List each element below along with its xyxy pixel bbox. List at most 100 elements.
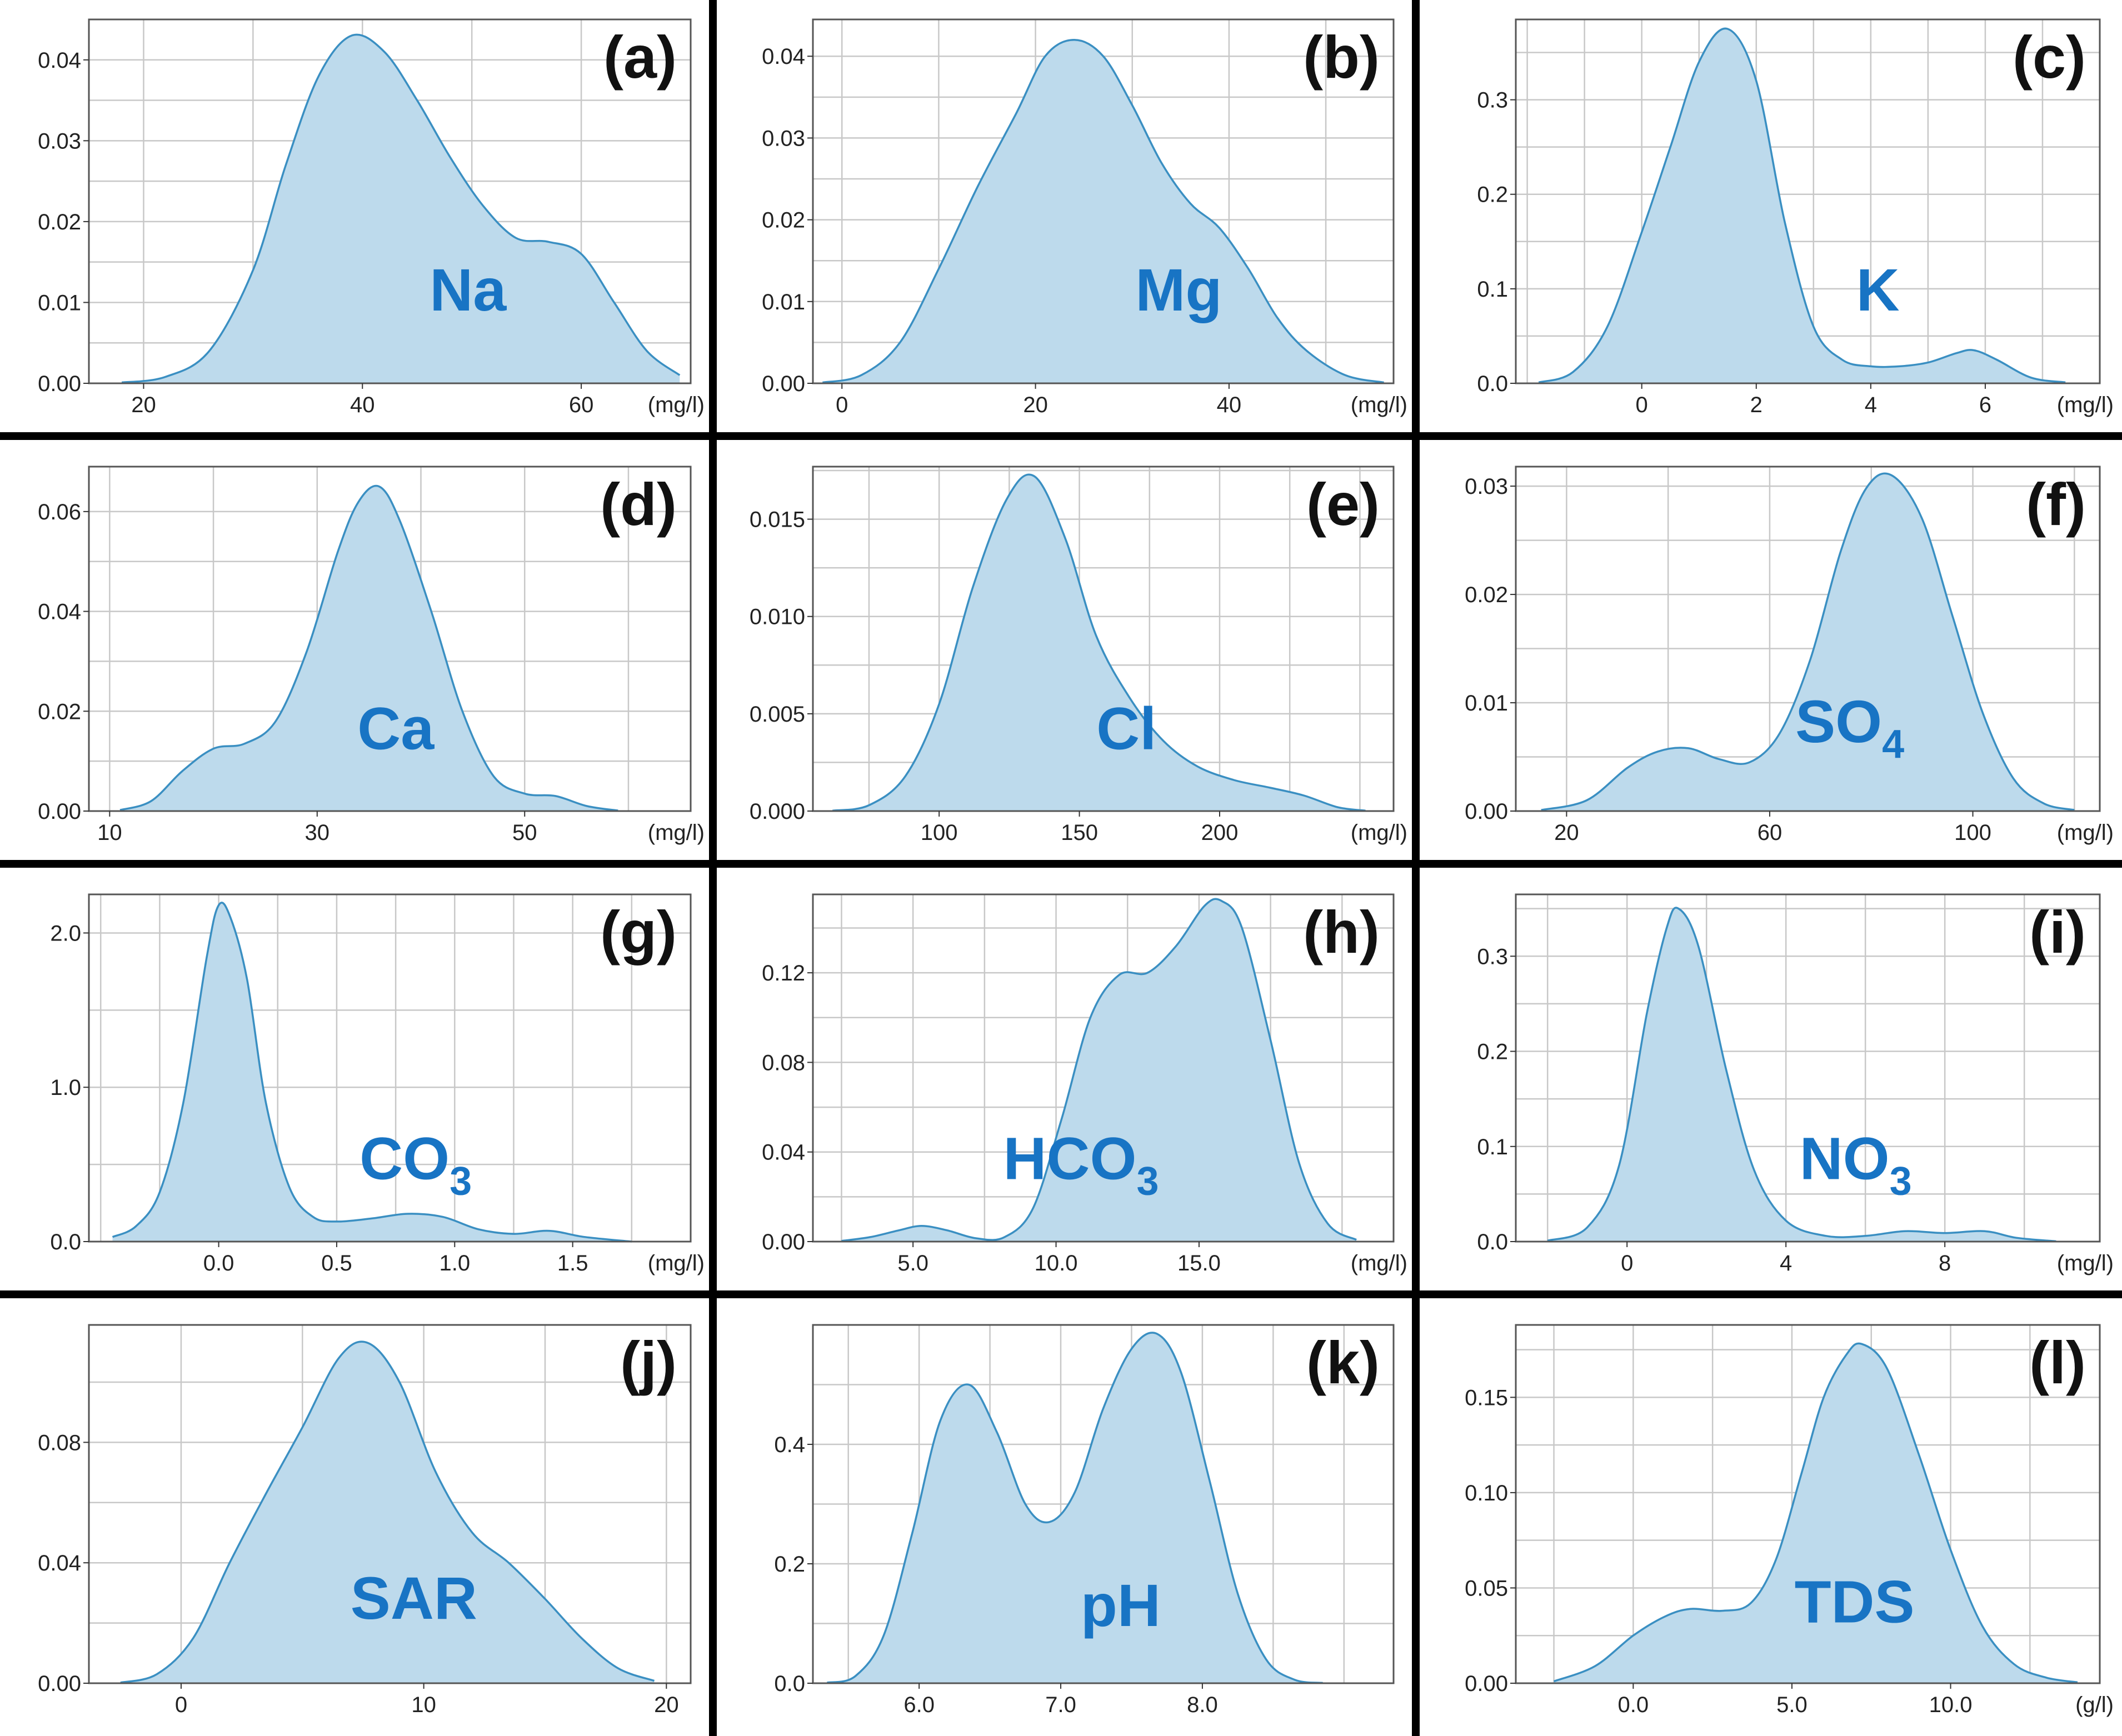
- variable-label: Na: [430, 256, 507, 323]
- x-tick-label: 4: [1780, 1251, 1792, 1275]
- plot-frame: [88, 893, 692, 1243]
- panel-label: (l): [2029, 1329, 2086, 1396]
- y-tick-label: 0.2: [1477, 183, 1508, 207]
- y-tick-label: 0.02: [38, 210, 81, 234]
- variable-subscript: 3: [1890, 1159, 1912, 1204]
- density-curve: [822, 39, 1384, 384]
- kde-panel-2: 0 2 4 6 0.0 0.1 0.2 0.3 (mg/l) (c) K: [1477, 18, 2114, 417]
- y-tick-label: 0.08: [762, 1050, 805, 1075]
- density-area: [120, 486, 618, 811]
- y-tick-label: 0.0: [50, 1230, 81, 1254]
- plot-frame: [1515, 466, 2101, 812]
- x-tick-label: 10.0: [1929, 1693, 1973, 1717]
- x-tick-label: 8.0: [1187, 1693, 1218, 1717]
- y-tick-label: 0.005: [750, 702, 805, 727]
- unit-label: (mg/l): [2057, 1251, 2114, 1275]
- density-curve: [827, 1332, 1323, 1684]
- unit-label: (mg/l): [2057, 393, 2114, 417]
- x-tick-label: 0.5: [321, 1251, 352, 1275]
- horizontal-divider: [0, 432, 2122, 440]
- x-tick-label: 10.0: [1035, 1251, 1078, 1275]
- y-tick-label: 0.2: [774, 1552, 805, 1577]
- x-tick-label: 0.0: [1618, 1693, 1649, 1717]
- density-area: [120, 1342, 655, 1683]
- variable-subscript: 3: [1136, 1159, 1159, 1204]
- kde-panel-4: 100 150 200 0.000 0.005 0.010 0.015 (mg/l) (e) Cl: [750, 466, 1407, 845]
- variable-label: SAR: [351, 1564, 477, 1632]
- x-tick-label: 1.5: [557, 1251, 588, 1275]
- y-tick-label: 0.000: [750, 799, 805, 824]
- y-tick-label: 0.00: [762, 372, 805, 396]
- x-tick-label: 60: [569, 393, 594, 417]
- x-tick-label: 5.0: [1776, 1693, 1808, 1717]
- density-curve: [121, 33, 681, 384]
- panel-label: (b): [1303, 23, 1380, 91]
- variable-label: Ca: [357, 694, 435, 762]
- x-tick-label: 5.0: [897, 1251, 928, 1275]
- plot-frame: [1515, 18, 2101, 384]
- y-tick-label: 0.01: [1465, 691, 1508, 716]
- y-tick-label: 0.06: [38, 500, 81, 524]
- y-tick-label: 0.15: [1465, 1385, 1508, 1410]
- y-tick-label: 0.015: [750, 508, 805, 532]
- y-tick-label: 0.1: [1477, 1135, 1508, 1159]
- x-tick-label: 1.0: [439, 1251, 470, 1275]
- density-curve: [1541, 472, 2075, 811]
- y-tick-label: 0.02: [1465, 583, 1508, 607]
- y-tick-label: 0.10: [1465, 1481, 1508, 1505]
- y-tick-label: 0.00: [1465, 799, 1508, 824]
- kde-panel-3: 10 30 50 0.00 0.02 0.04 0.06 (mg/l) (d) Ca: [38, 466, 705, 845]
- x-tick-label: 20: [1554, 821, 1579, 845]
- y-tick-label: 0.00: [38, 799, 81, 824]
- density-curve: [119, 484, 618, 812]
- x-tick-label: 50: [512, 821, 537, 845]
- panel-label: (k): [1306, 1329, 1380, 1396]
- unit-label: (mg/l): [1351, 1251, 1407, 1275]
- panel-label: (i): [2029, 898, 2086, 965]
- x-tick-label: 0: [836, 393, 848, 417]
- density-curve: [841, 898, 1357, 1242]
- y-tick-label: 0.08: [38, 1430, 81, 1455]
- y-tick-label: 0.0: [1477, 372, 1508, 396]
- y-tick-label: 0.02: [38, 699, 81, 724]
- plot-frame: [88, 466, 692, 812]
- density-area: [112, 902, 632, 1242]
- y-tick-label: 0.05: [1465, 1576, 1508, 1600]
- x-tick-label: 8: [1939, 1251, 1951, 1275]
- y-tick-label: 0.1: [1477, 277, 1508, 302]
- plot-frame: [1515, 893, 2101, 1243]
- y-tick-label: 0.010: [750, 605, 805, 629]
- horizontal-divider: [0, 1290, 2122, 1298]
- y-tick-label: 0.3: [1477, 944, 1508, 969]
- x-tick-label: 30: [305, 821, 330, 845]
- unit-label: (mg/l): [1351, 821, 1407, 845]
- plot-frame: [812, 1324, 1395, 1684]
- x-tick-label: 0: [1636, 393, 1648, 417]
- x-tick-label: 0.0: [203, 1251, 234, 1275]
- x-tick-label: 60: [1757, 821, 1783, 845]
- plot-frame: [1515, 1324, 2101, 1684]
- panel-label: (j): [620, 1329, 677, 1396]
- plot-frame: [812, 466, 1395, 812]
- density-area: [841, 899, 1357, 1242]
- variable-label: HCO3: [1003, 1125, 1159, 1204]
- density-area: [827, 1333, 1323, 1683]
- x-tick-label: 10: [411, 1693, 436, 1717]
- density-curve: [832, 473, 1366, 812]
- y-tick-label: 0.3: [1477, 88, 1508, 113]
- variable-label: SO4: [1795, 688, 1904, 767]
- panel-label: (a): [603, 23, 677, 91]
- x-tick-label: 0: [175, 1693, 187, 1717]
- density-curve: [1547, 907, 2056, 1243]
- variable-label: K: [1856, 256, 1900, 323]
- density-area: [122, 34, 680, 384]
- panel-label: (f): [2026, 471, 2086, 538]
- y-tick-label: 0.01: [38, 291, 81, 315]
- x-tick-label: 200: [1201, 821, 1239, 845]
- y-tick-label: 0.01: [762, 290, 805, 314]
- x-tick-label: 100: [1954, 821, 1991, 845]
- x-tick-label: 20: [131, 393, 156, 417]
- variable-label: pH: [1081, 1572, 1161, 1639]
- variable-label: Cl: [1096, 694, 1156, 762]
- kde-panel-11: 0.0 5.0 10.0 0.00 0.05 0.10 0.15 (g/l) (l) TDS: [1465, 1324, 2114, 1717]
